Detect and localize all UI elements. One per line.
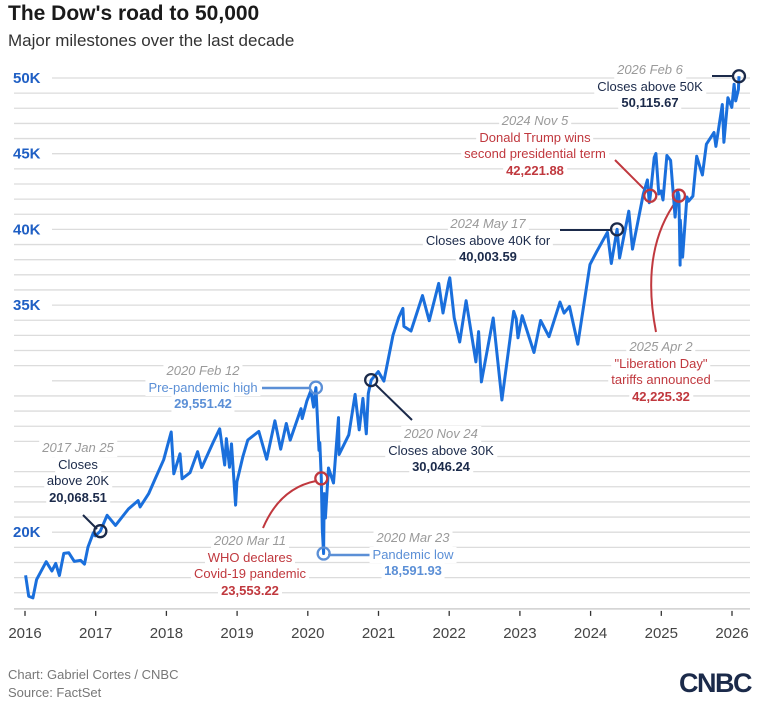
annotation-text: second presidential term [461, 146, 609, 164]
annotation: 2020 Nov 24 Closes above 30K 30,046.24 [385, 426, 497, 477]
x-tick-label: 2016 [8, 625, 41, 642]
annotation-text: Donald Trump wins [476, 129, 594, 147]
annotation-marker [609, 222, 625, 237]
y-tick-label: 45K [13, 146, 41, 163]
annotation-text: Pre-pandemic high [145, 379, 261, 397]
annotation-value: 50,115.67 [618, 95, 682, 113]
leader-line-liberation-day [650, 199, 678, 333]
y-axis: 20K 35K 40K 45K 50K [13, 70, 41, 541]
series-group [24, 76, 741, 600]
annotation-date: 2020 Feb 12 [163, 363, 243, 380]
annotation-value: 29,551.42 [171, 396, 235, 414]
annotation-text: Pandemic low [369, 546, 457, 564]
annotation-value: 30,046.24 [409, 459, 473, 477]
chart-source: Source: FactSet [8, 685, 102, 700]
annotation-leaders [82, 75, 734, 557]
chart-title: The Dow's road to 50,000 [8, 2, 260, 25]
annotation: 2026 Feb 6 Closes above 50K 50,115.67 [594, 62, 706, 113]
annotation-text: Closes [55, 456, 101, 474]
annotation-date: 2020 Nov 24 [401, 426, 481, 443]
annotation-date: 2024 May 17 [447, 216, 529, 233]
dow-series-line [24, 76, 741, 600]
leader-line-2017 [82, 514, 98, 530]
gridlines [14, 77, 750, 610]
annotation: 2024 Nov 5 Donald Trump wins second presid… [461, 113, 609, 180]
chart-subtitle: Major milestones over the last decade [8, 31, 295, 50]
annotation-date: 2017 Jan 25 [39, 440, 117, 457]
annotation-value: 42,225.32 [629, 389, 693, 406]
annotation-marker [643, 188, 658, 203]
annotation-text: above 20K [43, 473, 113, 491]
annotation-text: "Liberation Day" [611, 355, 711, 373]
x-tick-label: 2018 [150, 625, 183, 642]
cnbc-logo: CNBC [679, 668, 753, 698]
annotation-date: 2026 Feb 6 [614, 62, 686, 79]
chart-credit: Chart: Gabriel Cortes / CNBC [8, 667, 179, 682]
annotation-text: Closes above 30K [385, 442, 497, 460]
x-tick-label: 2019 [220, 625, 253, 642]
annotation-text: tariffs announced [608, 372, 714, 390]
annotation-value: 20,068.51 [46, 490, 110, 507]
annotation: 2017 Jan 25 Closes above 20K 20,068.51 [39, 440, 117, 507]
x-tick-label: 2024 [574, 625, 607, 642]
x-tick-label: 2017 [79, 625, 112, 642]
annotation: 2020 Mar 11 WHO declares Covid-19 pandemic… [190, 533, 310, 600]
x-tick-label: 2021 [362, 625, 395, 642]
annotation-marker [731, 69, 747, 84]
x-tick-label: 2026 [715, 625, 748, 642]
annotation-marker [316, 546, 331, 561]
annotation-date: 2020 Mar 11 [210, 533, 290, 550]
annotation-date: 2020 Mar 23 [373, 530, 453, 547]
annotation-date: 2024 Nov 5 [498, 113, 572, 130]
annotation: 2020 Mar 23 Pandemic low 18,591.93 [369, 530, 457, 581]
annotation-marker [308, 380, 324, 395]
annotation-value: 42,221.88 [503, 163, 567, 180]
y-tick-label: 35K [13, 297, 41, 314]
annotation-markers [93, 69, 747, 561]
x-tick-label: 2020 [291, 625, 324, 642]
annotation-marker [364, 372, 379, 388]
y-tick-label: 40K [13, 221, 41, 238]
annotation-text: Covid-19 pandemic [190, 566, 310, 584]
y-tick-label: 20K [13, 524, 41, 541]
x-tick-label: 2022 [433, 625, 466, 642]
leader-line-30k [374, 383, 413, 421]
annotation-marker [93, 524, 108, 539]
annotation-text: Closes above 40K for [422, 232, 554, 250]
x-axis: 2016 2017 2018 2019 2020 2021 2022 2023 2024 2025… [8, 610, 749, 642]
annotation: 2020 Feb 12 Pre-pandemic high 29,551.42 [145, 363, 261, 414]
y-tick-label: 50K [13, 70, 41, 87]
x-tick-label: 2025 [645, 625, 678, 642]
leader-line-trump [614, 159, 647, 192]
leader-line-who [262, 480, 317, 529]
annotation-value: 23,553.22 [218, 583, 282, 600]
annotation-marker [314, 471, 329, 486]
annotation-text: WHO declares [204, 549, 296, 567]
annotation-value: 40,003.59 [456, 249, 520, 267]
annotation: 2024 May 17 Closes above 40K for 40,003.59 [422, 216, 554, 267]
annotation-date: 2025 Apr 2 [626, 339, 696, 356]
annotation-value: 18,591.93 [381, 563, 445, 581]
x-tick-label: 2023 [503, 625, 536, 642]
annotation-marker [671, 188, 687, 203]
annotation: 2025 Apr 2 "Liberation Day" tariffs announ… [608, 339, 714, 406]
annotation-text: Closes above 50K [594, 78, 706, 96]
